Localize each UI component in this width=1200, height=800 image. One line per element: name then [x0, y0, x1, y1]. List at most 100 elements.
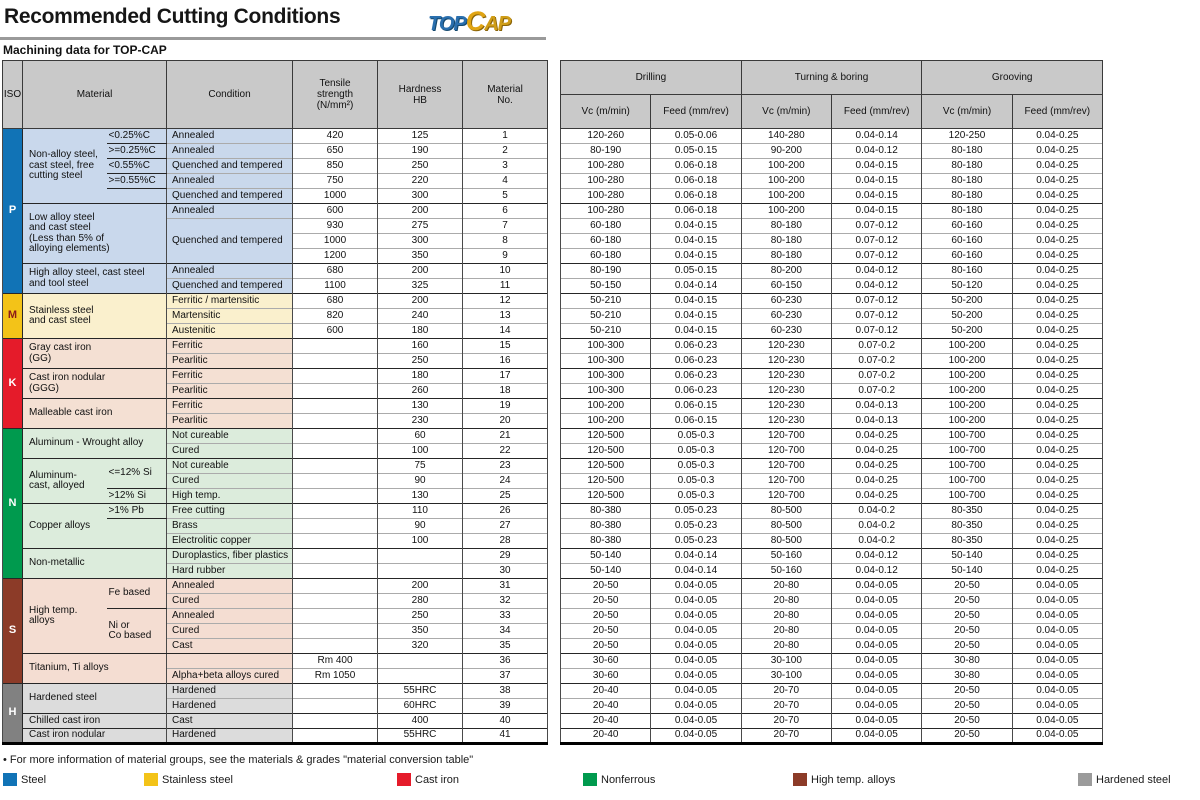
drilling-vc-value: 20-50 — [560, 593, 652, 609]
material-no-value: 8 — [462, 233, 549, 249]
condition-value: Free cutting — [166, 503, 294, 519]
drilling-vc-value: 20-50 — [560, 623, 652, 639]
tensile-strength-value — [292, 473, 379, 489]
grooving-vc-value: 60-160 — [921, 218, 1013, 234]
table-row: 20-50 0.04-0.05 20-80 0.04-0.05 20-50 0.04-0.… — [560, 623, 1104, 639]
condition-value: Ferritic — [166, 338, 294, 354]
drilling-feed-value: 0.04-0.05 — [650, 638, 742, 654]
grooving-vc-value: 80-180 — [921, 203, 1013, 219]
table-row: 100-300 0.06-0.23 120-230 0.07-0.2 100-200 0.… — [560, 338, 1104, 354]
material-subtype: Fe based — [106, 578, 168, 609]
turning-vc-value: 80-200 — [740, 263, 833, 279]
drilling-vc-value: 20-50 — [560, 578, 652, 594]
hardness-value: 60HRC — [377, 698, 464, 714]
table-row: 50-140 0.04-0.14 50-160 0.04-0.12 50-140 0.04… — [560, 548, 1104, 564]
grooving-feed-value: 0.04-0.05 — [1011, 623, 1104, 639]
legend-color-swatch — [144, 773, 158, 786]
turning-vc-value: 120-230 — [740, 368, 833, 384]
table-row: 80-380 0.05-0.23 80-500 0.04-0.2 80-350 0.04-… — [560, 533, 1104, 549]
turning-feed-value: 0.04-0.25 — [830, 458, 923, 474]
table-row: 100-280 0.06-0.18 100-200 0.04-0.15 80-180 0.… — [560, 173, 1104, 189]
turning-vc-value: 100-200 — [740, 188, 833, 204]
table-row: Cured 90 24 — [3, 473, 549, 489]
material-no-value: 23 — [462, 458, 549, 474]
tensile-strength-value: 1100 — [292, 278, 379, 294]
header-grooving: Grooving — [921, 60, 1104, 95]
material-name: Cast iron nodular (GGG) — [21, 368, 167, 399]
header-drilling-feed: Feed (mm/rev) — [650, 94, 742, 129]
tensile-strength-value: 680 — [292, 293, 379, 309]
drilling-vc-value: 120-500 — [560, 458, 652, 474]
table-row: >=0.25%C Annealed 650 190 2 — [3, 143, 549, 159]
grooving-vc-value: 80-350 — [921, 518, 1013, 534]
cutting-conditions-body: 120-260 0.05-0.06 140-280 0.04-0.14 120-250 0… — [560, 128, 1104, 744]
material-no-value: 25 — [462, 488, 549, 504]
grooving-feed-value: 0.04-0.25 — [1011, 263, 1104, 279]
drilling-feed-value: 0.04-0.14 — [650, 278, 742, 294]
material-no-value: 36 — [462, 653, 549, 669]
drilling-vc-value: 80-190 — [560, 263, 652, 279]
turning-vc-value: 20-80 — [740, 608, 833, 624]
table-row: Cured 350 34 — [3, 623, 549, 639]
table-row: Martensitic 820 240 13 — [3, 308, 549, 324]
legend-label: High temp. alloys — [811, 773, 896, 786]
table-row: 50-210 0.04-0.15 60-230 0.07-0.12 50-200 0.04… — [560, 293, 1104, 309]
header-iso: ISO — [2, 60, 23, 129]
material-subtype: Ni or Co based — [106, 608, 168, 654]
grooving-feed-value: 0.04-0.25 — [1011, 188, 1104, 204]
material-subtype: >=0.25%C — [106, 143, 168, 159]
table-row: Pearlitic 250 16 — [3, 353, 549, 369]
tensile-strength-value — [292, 728, 379, 744]
iso-group-label: S — [2, 578, 23, 684]
title-divider — [0, 37, 546, 40]
material-name: High alloy steel, cast steel and tool st… — [21, 263, 167, 294]
tensile-strength-value — [292, 698, 379, 714]
material-table: ISO Material Condition Tensile strength … — [2, 60, 549, 745]
table-row: Chilled cast iron Cast 400 40 — [3, 713, 549, 729]
material-no-value: 6 — [462, 203, 549, 219]
hardness-value: 250 — [377, 353, 464, 369]
turning-feed-value: 0.04-0.05 — [830, 578, 923, 594]
grooving-vc-value: 100-700 — [921, 458, 1013, 474]
grooving-feed-value: 0.04-0.25 — [1011, 503, 1104, 519]
condition-value: Hardened — [166, 728, 294, 744]
turning-feed-value: 0.04-0.12 — [830, 548, 923, 564]
hardness-value — [377, 563, 464, 579]
drilling-vc-value: 120-500 — [560, 428, 652, 444]
turning-feed-value: 0.07-0.12 — [830, 323, 923, 339]
grooving-vc-value: 50-200 — [921, 293, 1013, 309]
turning-feed-value: 0.04-0.05 — [830, 683, 923, 699]
material-subtype: >12% Si — [106, 488, 168, 504]
drilling-vc-value: 30-60 — [560, 668, 652, 684]
condition-value: Cured — [166, 473, 294, 489]
legend-label: Cast iron — [415, 773, 460, 786]
tensile-strength-value — [292, 338, 379, 354]
table-row: Malleable cast iron Ferritic 130 19 — [3, 398, 549, 429]
condition-value: Austenitic — [166, 323, 294, 339]
condition-value: Annealed — [166, 608, 294, 624]
turning-vc-value: 80-180 — [740, 233, 833, 249]
turning-feed-value: 0.04-0.13 — [830, 413, 923, 429]
drilling-vc-value: 20-40 — [560, 728, 652, 744]
tensile-strength-value — [292, 443, 379, 459]
table-row: 80-380 0.05-0.23 80-500 0.04-0.2 80-350 0.04-… — [560, 518, 1104, 534]
table-row: 120-500 0.05-0.3 120-700 0.04-0.25 100-700 0.… — [560, 443, 1104, 459]
condition-value: Cast — [166, 713, 294, 729]
material-name: Titanium, Ti alloys — [21, 653, 167, 684]
turning-vc-value: 20-70 — [740, 683, 833, 699]
drilling-vc-value: 100-280 — [560, 203, 652, 219]
tensile-strength-value: 600 — [292, 323, 379, 339]
turning-vc-value: 30-100 — [740, 653, 833, 669]
hardness-value: 300 — [377, 233, 464, 249]
turning-vc-value: 90-200 — [740, 143, 833, 159]
table-row: 60-180 0.04-0.15 80-180 0.07-0.12 60-160 0.04… — [560, 218, 1104, 234]
table-row: 20-40 0.04-0.05 20-70 0.04-0.05 20-50 0.04-0.… — [560, 728, 1104, 744]
condition-value: Ferritic — [166, 398, 294, 414]
table-row: 120-500 0.05-0.3 120-700 0.04-0.25 100-700 0.… — [560, 473, 1104, 489]
material-no-value: 11 — [462, 278, 549, 294]
grooving-feed-value: 0.04-0.25 — [1011, 383, 1104, 399]
drilling-vc-value: 100-300 — [560, 353, 652, 369]
machining-data-tables: ISO Material Condition Tensile strength … — [2, 60, 1104, 745]
hardness-value: 275 — [377, 218, 464, 234]
material-no-value: 9 — [462, 248, 549, 264]
